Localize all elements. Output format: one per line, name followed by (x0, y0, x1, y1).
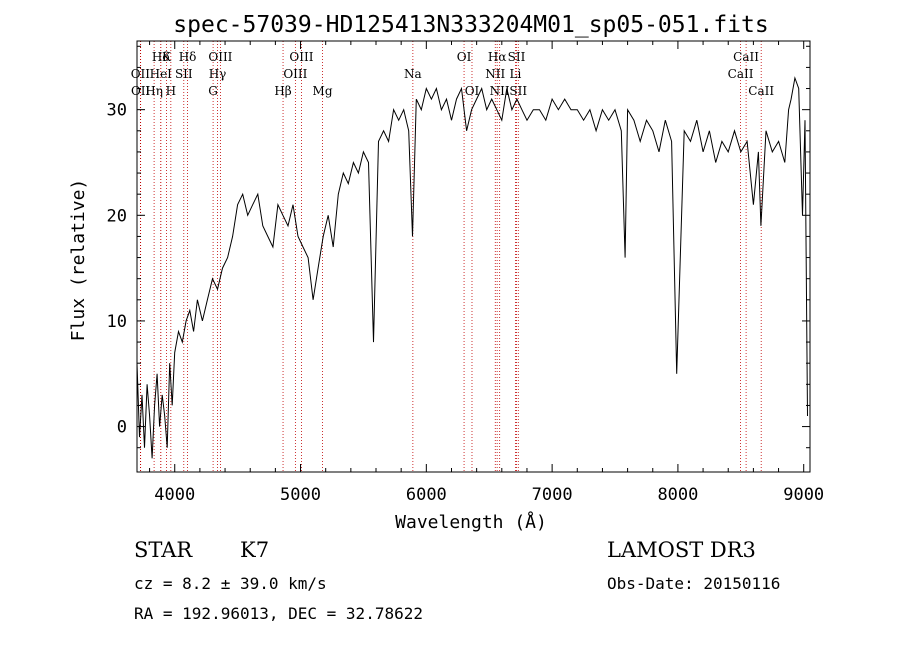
x-tick-label: 5000 (280, 485, 321, 505)
y-axis-label: Flux (relative) (68, 179, 89, 342)
y-tick-label: 0 (117, 418, 127, 438)
chart-title: spec-57039-HD125413N333204M01_sp05-051.f… (173, 12, 768, 38)
line-label: Na (404, 67, 422, 81)
line-label: NII (490, 84, 510, 98)
survey-label: LAMOST DR3 (607, 538, 756, 562)
line-label: CaII (728, 67, 754, 81)
line-label: OIII (289, 50, 313, 64)
line-label: Hδ (152, 50, 170, 64)
y-axis-ticks: 0 10 20 30 (107, 45, 810, 449)
x-axis-ticks: 4000 5000 6000 7000 8000 9000 (149, 41, 824, 505)
line-label: SII (175, 67, 193, 81)
line-label: OIII (208, 50, 232, 64)
line-label: Hγ (209, 67, 227, 81)
line-label: K (162, 50, 172, 64)
line-label: SII (509, 84, 527, 98)
line-label: G (208, 84, 218, 98)
line-label: H (166, 84, 176, 98)
line-label: Hη (145, 84, 163, 98)
line-label: NII (485, 67, 505, 81)
subclass-label: K7 (240, 538, 270, 562)
line-label: Mg (313, 84, 333, 98)
line-label: SII (508, 50, 526, 64)
line-label: CaII (748, 84, 774, 98)
y-tick-label: 30 (107, 101, 127, 121)
y-tick-label: 20 (107, 206, 127, 226)
line-label: Li (509, 67, 521, 81)
line-label: HeI (150, 67, 173, 81)
x-axis-label: Wavelength (Å) (395, 511, 547, 533)
x-tick-label: 7000 (532, 485, 573, 505)
y-tick-label: 10 (107, 312, 127, 332)
line-label: OIII (283, 67, 307, 81)
line-label: CaII (733, 50, 759, 64)
class-label: STAR (134, 538, 193, 562)
line-label: OII (131, 84, 151, 98)
line-label: Hδ (179, 50, 197, 64)
redshift-text: cz = 8.2 ± 39.0 km/s (134, 574, 327, 593)
x-tick-label: 9000 (783, 485, 824, 505)
line-label: OI (457, 50, 472, 64)
line-label: Hβ (274, 84, 291, 98)
obs-date-text: Obs-Date: 20150116 (607, 574, 781, 593)
x-tick-label: 6000 (406, 485, 447, 505)
plot-frame (136, 40, 811, 473)
line-label: OII (131, 67, 151, 81)
line-label: OI (465, 84, 480, 98)
line-label: Hα (488, 50, 507, 64)
x-tick-label: 4000 (154, 485, 195, 505)
line-markers (139, 41, 762, 472)
coordinates-text: RA = 192.96013, DEC = 32.78622 (134, 604, 423, 623)
x-tick-label: 8000 (657, 485, 698, 505)
spectrum-line (136, 76, 808, 459)
